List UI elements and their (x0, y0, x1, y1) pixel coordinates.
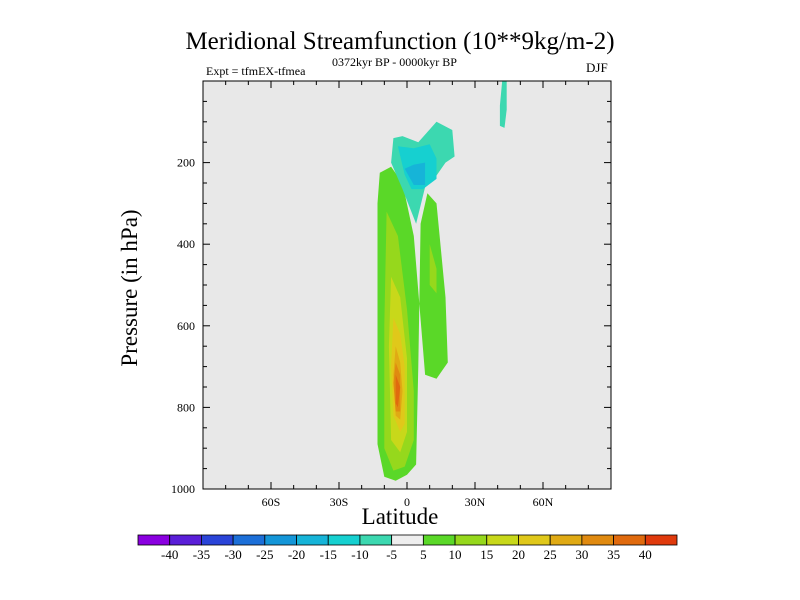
colorbar-label: 10 (449, 547, 462, 562)
colorbar: -40 -35 -30 -25 -20 -15 -10 -5 5 10 15 20 25 30 35 40 (137, 534, 678, 562)
x-tick-label: 60S (262, 495, 281, 509)
colorbar-label: -40 (161, 547, 178, 562)
contour-region-6 (395, 374, 401, 408)
colorbar-box-14 (581, 534, 614, 546)
y-tick-label: 600 (177, 319, 195, 333)
colorbar-box-5 (296, 534, 329, 546)
colorbar-label: -15 (320, 547, 337, 562)
colorbar-box-8 (391, 534, 424, 546)
colorbar-label: 40 (639, 547, 652, 562)
time-period-label: 0372kyr BP - 0000kyr BP (332, 55, 457, 69)
x-tick-label: 30N (465, 495, 486, 509)
colorbar-label: -5 (386, 547, 397, 562)
colorbar-label: 25 (544, 547, 557, 562)
colorbar-box-13 (549, 534, 583, 546)
contour-region-7 (429, 244, 437, 294)
x-axis-ticks: 60S 30S 0 30N 60N (202, 81, 612, 509)
experiment-label: Expt = tfmEX-tfmea (206, 64, 306, 78)
colorbar-label: 20 (512, 547, 525, 562)
colorbar-label: 30 (575, 547, 588, 562)
colorbar-box-10 (454, 534, 488, 546)
colorbar-label: -30 (224, 547, 241, 562)
x-tick-label: 30S (330, 495, 349, 509)
colorbar-box-4 (264, 534, 297, 546)
colorbar-box-0 (137, 534, 171, 546)
colorbar-box-2 (201, 534, 234, 546)
colorbar-label: 35 (607, 547, 620, 562)
x-tick-label: 0 (404, 495, 410, 509)
colorbar-box-11 (486, 534, 519, 546)
x-tick-label: 60N (533, 495, 554, 509)
colorbar-label: -20 (288, 547, 305, 562)
contour-fills (377, 81, 507, 481)
colorbar-label: 5 (420, 547, 427, 562)
contour-region-11 (499, 81, 507, 128)
y-axis-ticks: 200 400 600 800 1000 (171, 80, 611, 496)
contour-region-10 (404, 162, 426, 185)
season-label: DJF (586, 60, 608, 75)
colorbar-label: -25 (256, 547, 273, 562)
colorbar-box-15 (613, 534, 646, 546)
colorbar-box-9 (422, 534, 456, 546)
x-axis-label: Latitude (361, 504, 439, 529)
y-tick-label: 400 (177, 237, 195, 251)
colorbar-label: -10 (351, 547, 368, 562)
colorbar-box-16 (644, 534, 678, 546)
colorbar-box-7 (359, 534, 393, 546)
y-tick-label: 800 (177, 400, 195, 414)
colorbar-label: -35 (193, 547, 210, 562)
chart-title: Meridional Streamfunction (10**9kg/m-2) (185, 28, 615, 55)
colorbar-box-6 (327, 534, 361, 546)
colorbar-box-1 (169, 534, 202, 546)
y-tick-label: 1000 (171, 482, 195, 496)
colorbar-box-3 (232, 534, 266, 546)
y-tick-label: 200 (177, 156, 195, 170)
colorbar-box-12 (518, 534, 551, 546)
colorbar-label: 15 (480, 547, 493, 562)
